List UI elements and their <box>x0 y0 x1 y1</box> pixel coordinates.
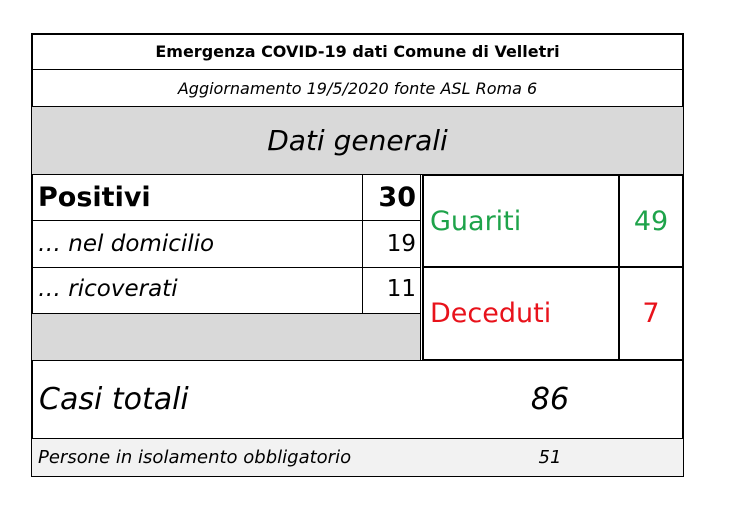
isolamento-value: 51 <box>538 447 562 468</box>
ricoverati-label: … ricoverati <box>31 267 363 314</box>
domicilio-label: … nel domicilio <box>31 220 363 268</box>
domicilio-value: 19 <box>362 220 421 268</box>
positivi-label: Positivi <box>31 174 363 221</box>
subtitle: Aggiornamento 19/5/2020 fonte ASL Roma 6 <box>31 69 684 107</box>
empty-cell <box>31 313 421 361</box>
deceduti-value: 7 <box>618 266 684 361</box>
ricoverati-value: 11 <box>362 267 421 314</box>
casi-totali-value: 86 <box>530 382 570 417</box>
section-title: Dati generali <box>31 106 684 175</box>
guariti-value: 49 <box>618 174 684 268</box>
title: Emergenza COVID-19 dati Comune di Vellet… <box>31 33 684 70</box>
isolamento-label: Persone in isolamento obbligatorio <box>31 438 684 477</box>
guariti-label: Guariti <box>422 174 620 268</box>
positivi-value: 30 <box>362 174 421 221</box>
deceduti-label: Deceduti <box>422 266 620 361</box>
